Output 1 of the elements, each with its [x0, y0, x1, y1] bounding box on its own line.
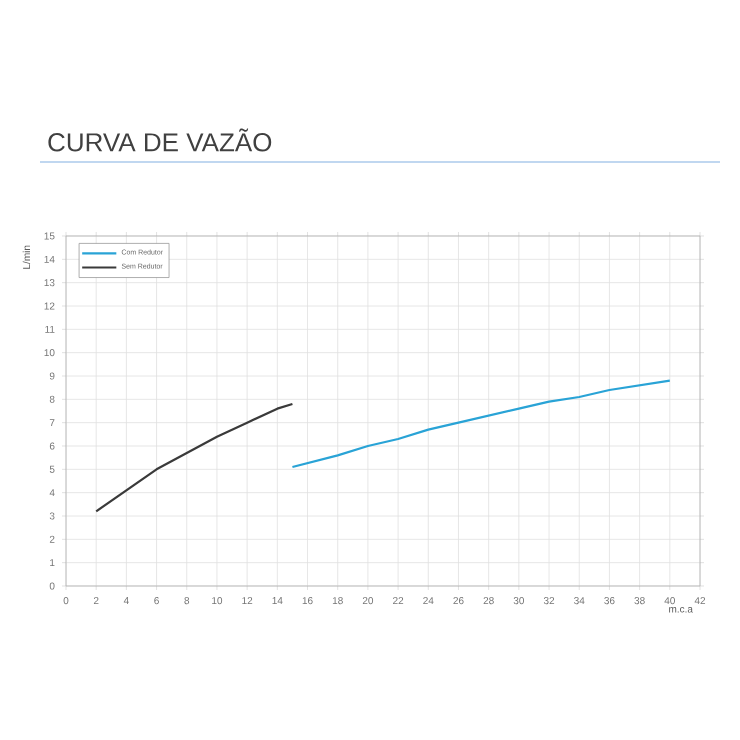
chart-title: CURVA DE VAZÃO [48, 128, 272, 152]
